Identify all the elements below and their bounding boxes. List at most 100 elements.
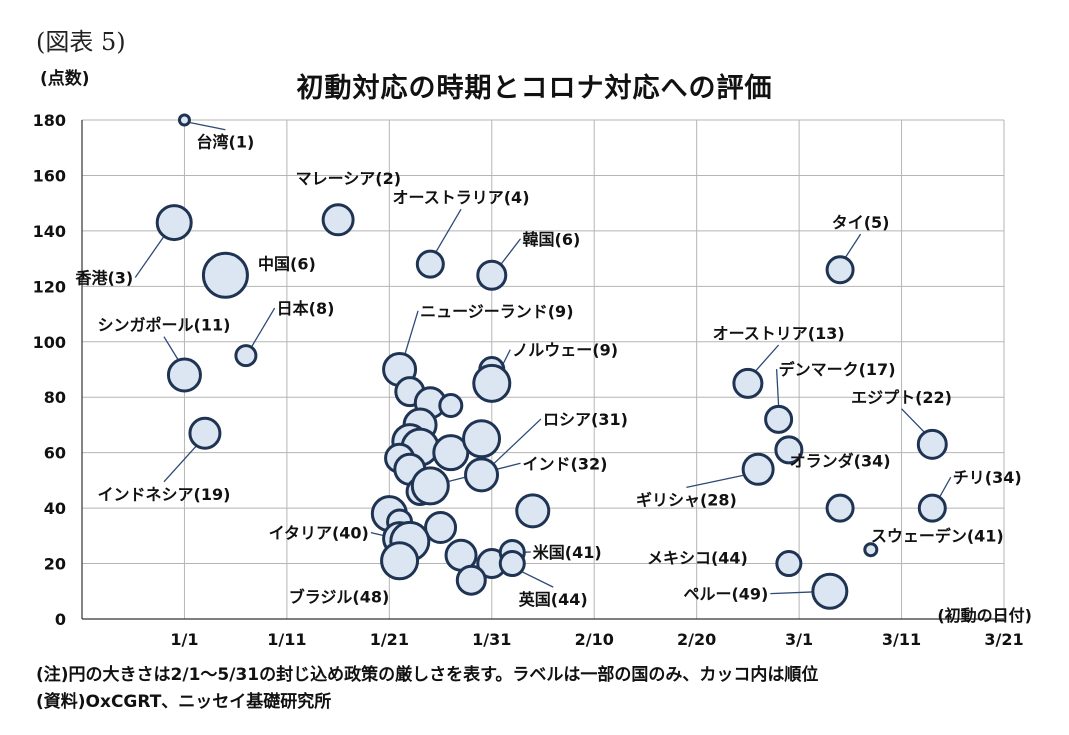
y-tick-label: 60 bbox=[44, 444, 66, 463]
x-tick-label: 3/1 bbox=[785, 630, 813, 649]
country-label: 日本(8) bbox=[277, 299, 335, 318]
leader-line bbox=[163, 336, 179, 361]
bubble-point bbox=[464, 457, 500, 493]
x-tick-label: 2/10 bbox=[575, 630, 614, 649]
bubble-point bbox=[234, 344, 258, 368]
bubble-point bbox=[432, 434, 470, 472]
y-tick-label: 40 bbox=[44, 499, 66, 518]
leader-line bbox=[163, 445, 198, 483]
leader-line bbox=[686, 474, 745, 488]
country-label: インド(32) bbox=[523, 454, 608, 473]
bubble-point bbox=[732, 367, 764, 399]
country-label: 中国(6) bbox=[258, 255, 316, 274]
bubble-point bbox=[410, 466, 450, 506]
country-label: 英国(44) bbox=[518, 590, 588, 609]
leader-line bbox=[188, 121, 226, 131]
y-tick-label: 120 bbox=[33, 277, 66, 296]
country-label: デンマーク(17) bbox=[779, 360, 896, 379]
bubble-point bbox=[188, 416, 222, 450]
country-label: ギリシャ(28) bbox=[636, 490, 737, 509]
y-tick-label: 0 bbox=[55, 610, 66, 629]
leader-line bbox=[521, 570, 554, 588]
country-label: ペルー(49) bbox=[683, 585, 768, 604]
x-tick-label: 1/11 bbox=[267, 630, 306, 649]
leader-line bbox=[134, 235, 165, 278]
grid-lines bbox=[82, 119, 1005, 619]
country-label: マレーシア(2) bbox=[296, 169, 401, 188]
bubble-point bbox=[775, 550, 803, 578]
bubbles bbox=[155, 113, 948, 610]
country-label: チリ(34) bbox=[953, 468, 1022, 487]
country-label: イタリア(40) bbox=[269, 524, 369, 543]
bubble-point bbox=[811, 572, 849, 610]
bubble-point bbox=[498, 550, 526, 578]
bubble-point bbox=[825, 255, 855, 285]
bubble-point bbox=[201, 251, 249, 299]
x-tick-label: 3/21 bbox=[984, 630, 1023, 649]
x-tick-label: 1/1 bbox=[170, 630, 198, 649]
y-tick-label: 160 bbox=[33, 166, 66, 185]
x-axis-label: (初動の日付) bbox=[937, 606, 1032, 625]
bubble-point bbox=[825, 493, 855, 523]
leader-line bbox=[250, 307, 276, 348]
bubble-point bbox=[438, 393, 464, 419]
bubble-point bbox=[741, 452, 775, 486]
leader-line bbox=[754, 344, 780, 372]
chart-source: (資料)OxCGRT、ニッセイ基礎研究所 bbox=[36, 692, 332, 712]
leader-line bbox=[500, 238, 522, 265]
x-tick-label: 2/20 bbox=[677, 630, 716, 649]
leader-line bbox=[770, 591, 813, 595]
leader-lines bbox=[134, 121, 952, 595]
bubble-point bbox=[155, 204, 193, 242]
country-label: スウェーデン(41) bbox=[871, 526, 1004, 545]
bubble-point bbox=[917, 493, 947, 523]
bubble-point bbox=[424, 511, 458, 545]
bubble-point bbox=[177, 113, 191, 127]
country-label: オーストラリア(4) bbox=[393, 188, 530, 207]
leader-line bbox=[844, 233, 862, 259]
leader-line bbox=[775, 369, 780, 407]
country-label: メキシコ(44) bbox=[647, 549, 748, 568]
leader-line bbox=[901, 408, 926, 434]
country-label: オランダ(34) bbox=[790, 452, 891, 471]
leader-line bbox=[435, 208, 462, 253]
bubble-point bbox=[515, 493, 551, 529]
bubble-point bbox=[380, 541, 420, 581]
country-label: 韓国(6) bbox=[523, 230, 581, 249]
bubble-point bbox=[774, 435, 804, 465]
country-label: 米国(41) bbox=[533, 543, 602, 562]
country-label: インドネシア(19) bbox=[98, 485, 231, 504]
country-label: ノルウェー(9) bbox=[512, 341, 618, 360]
y-tick-label: 140 bbox=[33, 222, 66, 241]
bubble-point bbox=[916, 428, 948, 460]
country-label: タイ(5) bbox=[832, 213, 890, 232]
country-label: ニュージーランド(9) bbox=[420, 302, 573, 321]
y-tick-label: 180 bbox=[33, 111, 66, 130]
x-tick-label: 1/21 bbox=[370, 630, 409, 649]
bubble-point bbox=[472, 363, 512, 403]
country-label: ブラジル(48) bbox=[289, 587, 390, 606]
leader-line bbox=[492, 418, 542, 465]
bubble-point bbox=[455, 564, 487, 596]
chart-title: 初動対応の時期とコロナ対応への評価 bbox=[296, 73, 773, 104]
chart-note: (注)円の大きさは2/1〜5/31の封じ込め政策の厳しさを表す。ラベルは一部の国… bbox=[36, 665, 819, 685]
country-label: エジプト(22) bbox=[851, 388, 952, 407]
bubble-point bbox=[166, 357, 202, 393]
x-tick-label: 3/11 bbox=[882, 630, 921, 649]
leader-line bbox=[404, 310, 419, 355]
y-tick-label: 100 bbox=[33, 333, 66, 352]
figure-label: (図表 5) bbox=[36, 28, 126, 56]
bubble-point bbox=[863, 542, 879, 558]
country-label: 香港(3) bbox=[74, 269, 133, 288]
bubble-point bbox=[764, 404, 794, 434]
y-tick-label: 20 bbox=[44, 555, 66, 574]
y-tick-label: 80 bbox=[44, 388, 66, 407]
country-label: ロシア(31) bbox=[543, 410, 628, 429]
leader-line bbox=[938, 476, 952, 498]
country-label: オーストリア(13) bbox=[713, 324, 845, 343]
y-axis-unit: (点数) bbox=[40, 69, 90, 89]
bubble-point bbox=[415, 249, 445, 279]
x-tick-label: 1/31 bbox=[472, 630, 511, 649]
country-labels: 台湾(1) 香港(3) 中国(6) マレーシア(2)オーストラリア(4) 韓国(6) タイ… bbox=[74, 133, 1021, 609]
